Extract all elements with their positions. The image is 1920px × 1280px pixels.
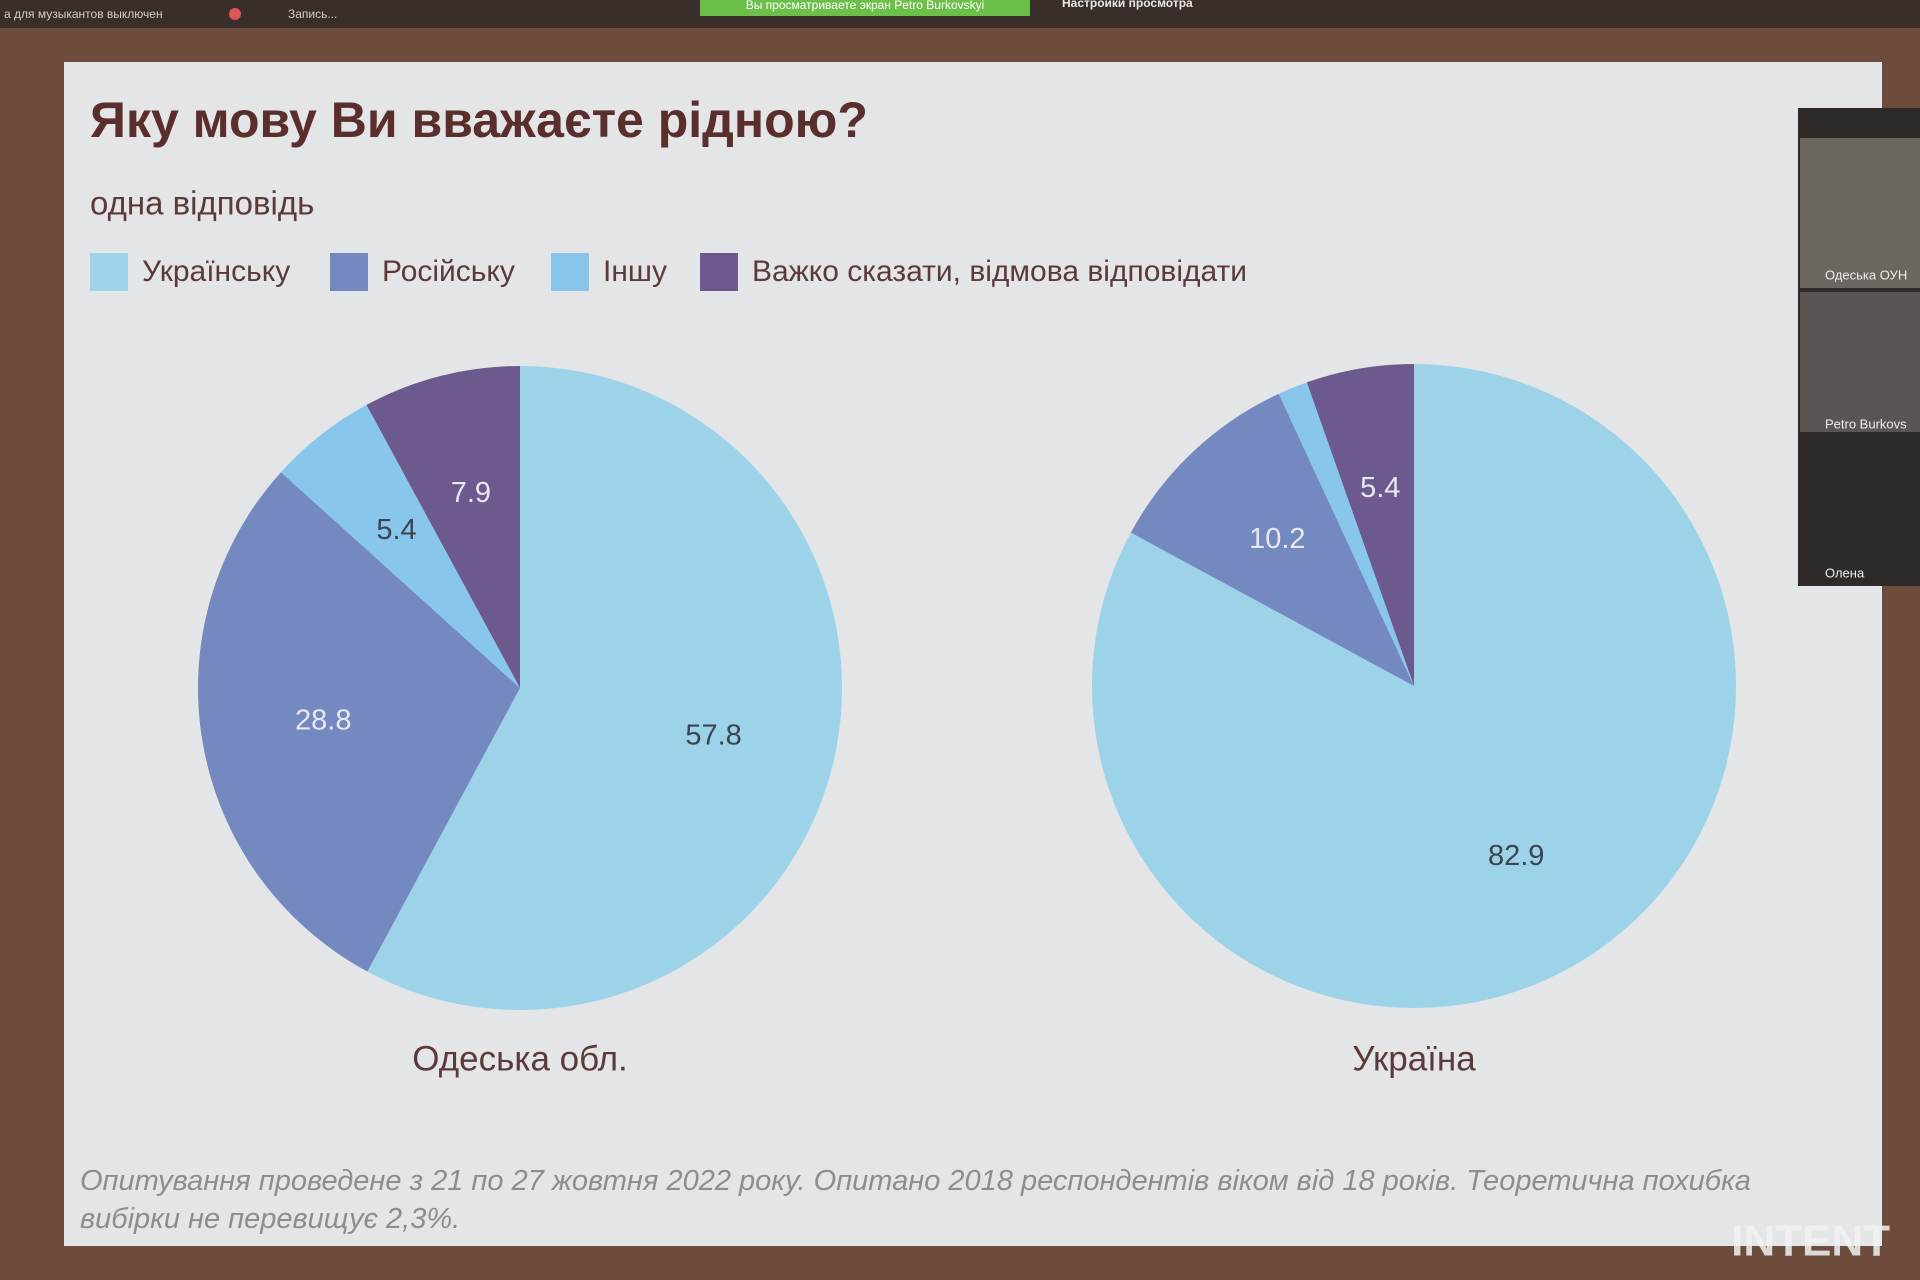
pie-slice — [367, 366, 842, 1011]
legend-swatch — [90, 253, 128, 291]
legend-label: Українську — [142, 255, 290, 288]
pie-slice — [1306, 364, 1414, 686]
data-label: 5.4 — [1360, 472, 1400, 504]
participant-name: Одеська ОУН — [1825, 267, 1907, 282]
footnote: Опитування проведене з 21 по 27 жовтня 2… — [80, 1165, 1751, 1235]
participant-name: Petro Burkovs — [1825, 416, 1907, 431]
view-options[interactable]: Настройки просмотра — [1062, 0, 1193, 10]
pie-slice — [1092, 364, 1737, 1008]
watermark: INTENT — [1731, 1217, 1890, 1266]
pie-slice — [280, 404, 520, 688]
pie-slice — [1130, 393, 1414, 686]
legend-label: Іншу — [603, 255, 667, 288]
data-label: 28.8 — [295, 705, 351, 737]
data-label: 5.4 — [376, 514, 416, 546]
pie-title: Одеська обл. — [412, 1039, 627, 1078]
record-dot — [229, 8, 241, 20]
legend-label: Важко сказати, відмова відповідати — [752, 255, 1247, 288]
slide-subtitle: одна відповідь — [90, 185, 314, 222]
share-banner-bg — [700, 0, 1030, 16]
video-tile — [1800, 292, 1920, 432]
legend-label: Російську — [382, 255, 515, 288]
pie-slice — [1278, 382, 1414, 686]
participant-name: Олена — [1825, 565, 1865, 580]
data-label: 82.9 — [1488, 840, 1544, 872]
legend-swatch — [700, 253, 738, 291]
notice: а для музыкантов выключен — [4, 7, 163, 21]
pie-slice — [197, 472, 520, 972]
data-label: 7.9 — [451, 477, 491, 509]
data-label: 10.2 — [1249, 523, 1305, 555]
share-banner: Вы просматриваете экран Petro Burkovskyi — [746, 0, 985, 12]
slide-title: Яку мову Ви вважаєте рідною? — [90, 92, 868, 148]
pie-slice — [366, 366, 520, 688]
legend-swatch — [551, 253, 589, 291]
data-label: 57.8 — [685, 719, 741, 751]
charts: 57.8 28.8 5.4 7.9 Одеська обл. 82.9 10.2 5.4 Укр… — [197, 364, 1737, 1078]
legend: Українську Російську Іншу Важко сказати, ві… — [90, 253, 1247, 291]
recording[interactable]: Запись... — [288, 7, 337, 21]
video-tile — [1800, 138, 1920, 288]
pie-title: Україна — [1352, 1039, 1476, 1078]
legend-swatch — [330, 253, 368, 291]
